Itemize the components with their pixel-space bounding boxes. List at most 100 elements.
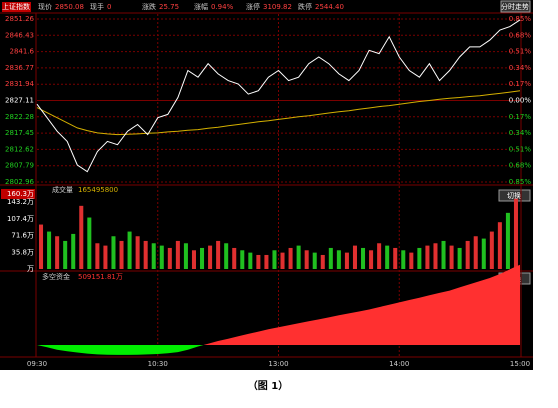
volume-bar [47,231,52,269]
y2-tick-label: 0.17% [509,113,532,121]
volume-bar [256,254,261,269]
volume-bar [232,247,237,269]
volume-bar [119,240,124,269]
y2-tick-label: 0.85% [509,15,532,23]
volume-bar [55,236,60,269]
volume-bar [441,240,446,269]
field-label: 现价 [38,3,52,11]
button[interactable] [500,0,531,13]
volume-bar [183,243,188,269]
y-tick-label: 2807.79 [5,162,34,170]
volume-bar [385,245,390,269]
volume-bar [361,247,366,269]
y-tick-label: 2851.26 [5,15,34,23]
volume-bar [264,254,269,269]
volume-bar [352,245,357,269]
field-label: 跌停 [298,2,312,11]
volume-bar [95,243,100,269]
symbol: 上证指数 [2,2,30,11]
volume-bar [304,250,309,269]
volume-bar [248,252,253,269]
x-tick-label: 10:30 [148,360,168,368]
y-tick-label: 107.4万 [7,215,34,223]
volume-bar [135,236,140,269]
caption: （图 1） [248,379,288,392]
volume-bar [175,240,180,269]
field-value: 25.75 [159,3,179,11]
field-label: 涨停 [246,2,260,11]
volume-bar [328,247,333,269]
x-tick-label: 09:30 [27,360,47,368]
volume-bar [127,231,132,269]
volume-bar [167,247,172,269]
y-tick-label: 2831.94 [5,80,34,88]
field-value: 0 [107,3,111,11]
volume-bar [513,198,518,269]
volume-bar [143,240,148,269]
volume-bar [200,247,205,269]
x-tick-label: 15:00 [510,360,530,368]
y-tick-label: 2812.62 [5,145,34,153]
volume-bar [191,250,196,269]
y-tick-label: 2817.45 [5,129,34,137]
volume-bar [336,250,341,269]
volume-bar [409,252,414,269]
y2-tick-label: 0.51% [509,48,532,56]
field-value: 2850.08 [55,3,84,11]
symbol-box [2,2,31,12]
y-tick-label: 35.8万 [11,248,34,256]
volume-bar [240,250,245,269]
button-label[interactable]: 分时走势 [501,2,529,11]
volume-bar [63,240,68,269]
y-tick-label: 2802.96 [5,178,34,186]
panel-value: 509151.81万 [78,273,123,281]
volume-bar [401,250,406,269]
y-tick-label: 2836.77 [5,64,34,72]
volume-bar [312,252,317,269]
volume-bar [369,250,374,269]
label-box [1,189,35,199]
field-label: 涨跌 [142,2,156,11]
price-line [36,90,521,136]
x-tick-label: 13:00 [268,360,288,368]
volume-bar [393,247,398,269]
volume-bar [296,245,301,269]
panel-title: 成交量 [52,185,73,194]
volume-bar [473,236,478,269]
volume-bar [208,245,213,269]
y2-tick-label: 0.34% [509,64,532,72]
volume-bar [288,247,293,269]
volume-bar [159,245,164,269]
field-value: 2544.40 [315,3,344,11]
volume-bar [449,245,454,269]
volume-bar [216,240,221,269]
frame [0,12,533,358]
y2-tick-label: 0.85% [509,178,532,186]
volume-bar [79,205,84,269]
volume-bar [433,243,438,269]
volume-bar [224,243,229,269]
volume-bar [71,233,76,269]
volume-bar [481,238,486,269]
field-value: 3109.82 [263,3,292,11]
button-label[interactable]: 切换 [507,191,521,200]
volume-bar [344,252,349,269]
y-tick-label: 2846.43 [5,31,34,39]
volume-bar [151,243,156,269]
volume-bar [280,252,285,269]
volume-bar [39,224,44,269]
field-label: 涨幅 [194,2,208,11]
field-value: 0.94% [211,3,234,11]
y-tick-label: 2822.28 [5,113,34,121]
panel-title: 多空资金 [42,272,70,281]
y-tick-label: 143.2万 [7,198,34,206]
volume-bar [457,247,462,269]
y-tick-label: 2827.11 [5,97,34,105]
volume-bar [87,217,92,269]
volume-bar [272,250,277,269]
price-line [36,19,521,173]
y-tick-label: 71.6万 [11,232,34,240]
volume-bar [489,231,494,269]
y2-tick-label: 0.51% [509,145,532,153]
